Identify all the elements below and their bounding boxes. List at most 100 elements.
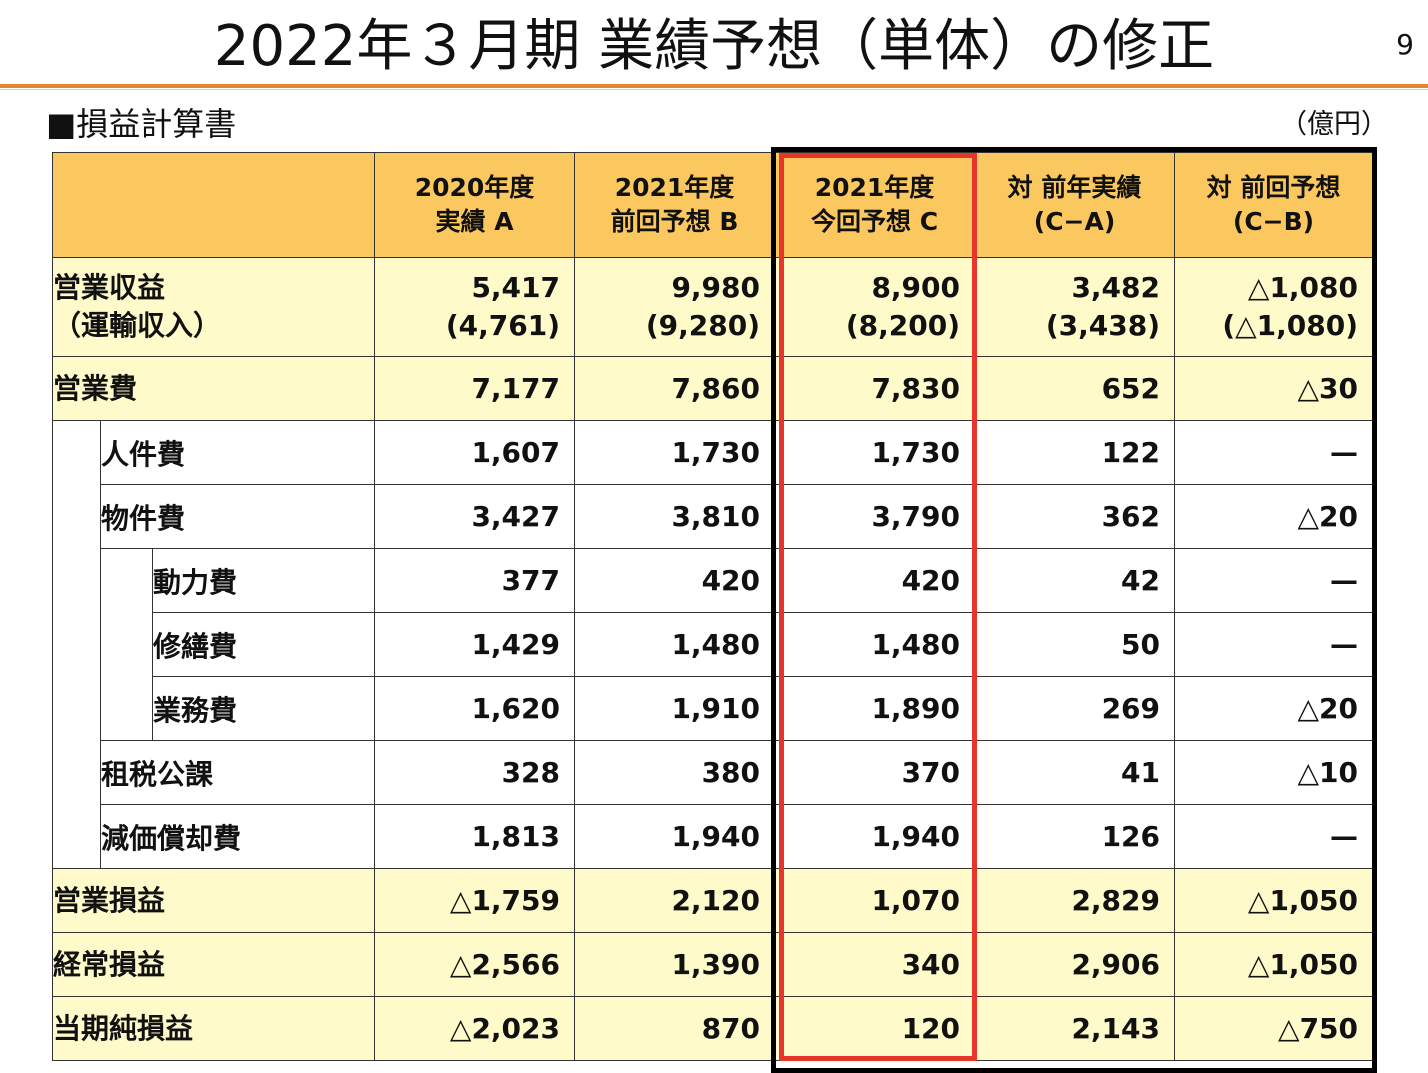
page-title: 2022年３月期 業績予想（単体）の修正: [213, 14, 1215, 79]
row-label: 減価償却費: [99, 804, 376, 869]
cell-value: 7,860: [574, 356, 776, 421]
cell-value: 870: [574, 996, 776, 1061]
table-row-operating-revenue: 営業収益 （運輸収入） 5,417 (4,761) 9,980 (9,280) 8,9…: [51, 257, 1374, 357]
cell-value: △1,050: [1174, 932, 1374, 997]
cell-value: —: [1174, 548, 1374, 613]
table-row-operating-expenses: 営業費 7,177 7,860 7,830 652 △30: [51, 356, 1374, 421]
row-label: 営業損益: [51, 868, 376, 933]
cell-value: 1,480: [774, 612, 976, 677]
row-label: 修繕費: [151, 612, 376, 677]
cell-value: 1,429: [374, 612, 576, 677]
cell-value: 420: [774, 548, 976, 613]
table-row-nonpersonnel: 物件費 3,427 3,810 3,790 362 △20: [53, 484, 1374, 549]
cell-value: 1,730: [774, 420, 976, 485]
cell-value: 2,829: [974, 868, 1176, 933]
cell-value: △2,566: [374, 932, 576, 997]
row-label: 当期純損益: [51, 996, 376, 1061]
cell-value: 652: [974, 356, 1176, 421]
table-row-depreciation: 減価償却費 1,813 1,940 1,940 126 —: [53, 804, 1374, 869]
cell-value: —: [1174, 804, 1374, 869]
cell-value: 340: [774, 932, 976, 997]
income-statement-table: 2020年度 実績 A 2021年度 前回予想 B 2021年度 今回予想 C 対 前…: [51, 152, 1374, 1061]
cell-value: 1,390: [574, 932, 776, 997]
cell-value: 1,607: [374, 420, 576, 485]
header-2021-previous-forecast: 2021年度 前回予想 B: [574, 152, 776, 258]
table-row-operating-income: 営業損益 △1,759 2,120 1,070 2,829 △1,050: [51, 868, 1374, 933]
cell-value: 362: [974, 484, 1176, 549]
row-label: 営業収益 （運輸収入）: [51, 257, 376, 357]
cell-value: 42: [974, 548, 1176, 613]
table-row-net-income: 当期純損益 △2,023 870 120 2,143 △750: [51, 996, 1374, 1061]
cell-value: 1,813: [374, 804, 576, 869]
cell-value: 1,480: [574, 612, 776, 677]
cell-value: 420: [574, 548, 776, 613]
cell-value: 380: [574, 740, 776, 805]
cell-value: —: [1174, 420, 1374, 485]
cell-value: —: [1174, 612, 1374, 677]
cell-value: 370: [774, 740, 976, 805]
cell-value: 7,177: [374, 356, 576, 421]
header-vs-previous-forecast: 対 前回予想 (C−B): [1174, 152, 1374, 258]
header-item-blank: [51, 152, 376, 258]
cell-value: 3,790: [774, 484, 976, 549]
cell-value: 1,940: [574, 804, 776, 869]
cell-value: 7,830: [774, 356, 976, 421]
cell-value: 1,730: [574, 420, 776, 485]
table-row-personnel: 人件費 1,607 1,730 1,730 122 —: [52, 420, 1374, 869]
header-row: 2020年度 実績 A 2021年度 前回予想 B 2021年度 今回予想 C 対 前…: [51, 152, 1374, 258]
row-label: 経常損益: [51, 932, 376, 997]
table-row-ordinary-income: 経常損益 △2,566 1,390 340 2,906 △1,050: [51, 932, 1374, 997]
title-underline: [0, 84, 1428, 88]
cell-value: 41: [974, 740, 1176, 805]
cell-value: 8,900 (8,200): [774, 257, 976, 357]
cell-value: 3,482 (3,438): [974, 257, 1176, 357]
cell-value: 269: [974, 676, 1176, 741]
page-number: 9: [1396, 28, 1414, 61]
cell-value: 50: [974, 612, 1176, 677]
section-heading: ■損益計算書: [46, 105, 237, 143]
cell-value: 328: [374, 740, 576, 805]
cell-value: 1,070: [774, 868, 976, 933]
cell-value: 1,890: [774, 676, 976, 741]
table-row-business: 業務費 1,620 1,910 1,890 269 △20: [53, 676, 1374, 741]
cell-value: 9,980 (9,280): [574, 257, 776, 357]
cell-value: △1,759: [374, 868, 576, 933]
cell-value: △1,050: [1174, 868, 1374, 933]
cell-value: 1,940: [774, 804, 976, 869]
cell-value: △20: [1174, 676, 1374, 741]
cell-value: △20: [1174, 484, 1374, 549]
cell-value: △1,080 (△1,080): [1174, 257, 1374, 357]
table-row-taxes: 租税公課 328 380 370 41 △10: [53, 740, 1374, 805]
cell-value: △2,023: [374, 996, 576, 1061]
cell-value: 3,810: [574, 484, 776, 549]
cell-value: 120: [774, 996, 976, 1061]
row-label: 物件費: [99, 484, 376, 549]
cell-value: 1,910: [574, 676, 776, 741]
indent-spacer: [52, 420, 101, 869]
row-label: 業務費: [151, 676, 376, 741]
cell-value: △750: [1174, 996, 1374, 1061]
cell-value: 2,906: [974, 932, 1176, 997]
cell-value: 1,620: [374, 676, 576, 741]
cell-value: 377: [374, 548, 576, 613]
cell-value: 5,417 (4,761): [374, 257, 576, 357]
header-2021-current-forecast: 2021年度 今回予想 C: [774, 152, 976, 258]
indent-spacer: [100, 548, 153, 741]
cell-value: △10: [1174, 740, 1374, 805]
table-row-power: 動力費 377 420 420 42 —: [53, 548, 1374, 741]
row-label: 動力費: [151, 548, 376, 613]
cell-value: 2,120: [574, 868, 776, 933]
header-vs-prior-year: 対 前年実績 (C−A): [974, 152, 1176, 258]
cell-value: 2,143: [974, 996, 1176, 1061]
table-row-repair: 修繕費 1,429 1,480 1,480 50 —: [53, 612, 1374, 677]
unit-label: （億円）: [1280, 109, 1388, 140]
header-2020-actual: 2020年度 実績 A: [374, 152, 576, 258]
row-label: 租税公課: [99, 740, 376, 805]
title-underline-shadow: [0, 89, 1428, 90]
cell-value: 122: [974, 420, 1176, 485]
row-label: 営業費: [51, 356, 376, 421]
cell-value: 3,427: [374, 484, 576, 549]
cell-value: △30: [1174, 356, 1374, 421]
row-label: 人件費: [99, 420, 376, 485]
cell-value: 126: [974, 804, 1176, 869]
